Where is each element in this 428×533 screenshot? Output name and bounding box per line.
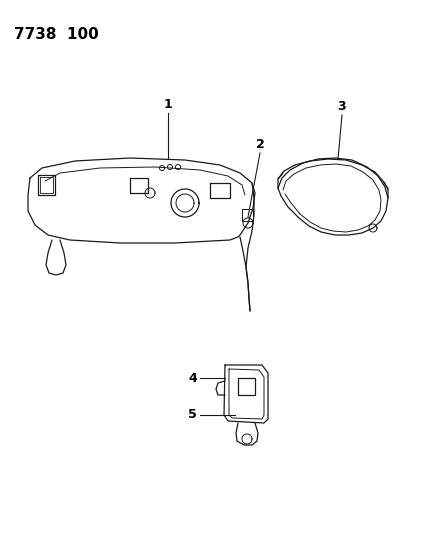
Text: 5: 5 [188, 408, 197, 422]
Text: 7738  100: 7738 100 [14, 27, 99, 42]
Text: 3: 3 [338, 100, 346, 113]
Text: 4: 4 [188, 372, 197, 384]
Text: 2: 2 [256, 138, 265, 151]
Text: 1: 1 [163, 98, 172, 111]
